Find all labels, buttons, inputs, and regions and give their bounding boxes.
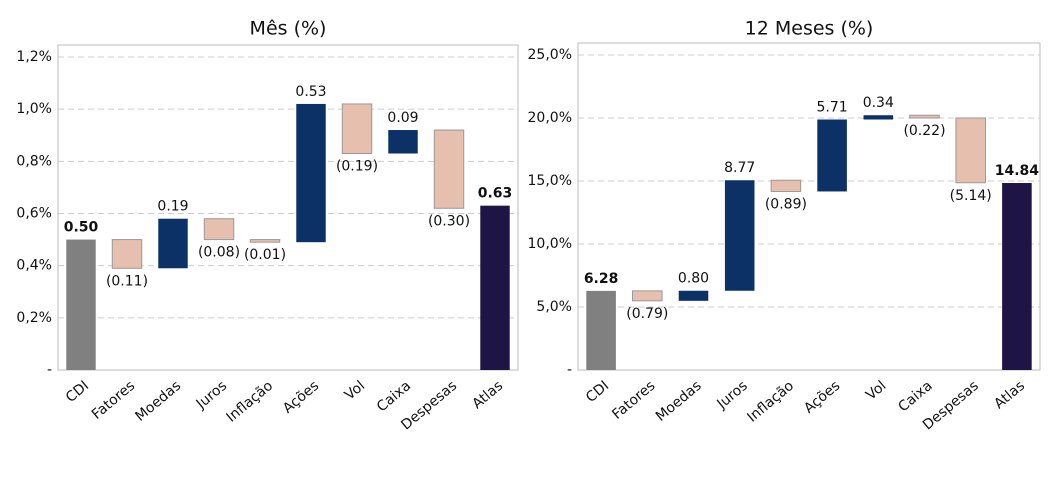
- x-tick-label: Inflação: [744, 378, 797, 426]
- data-label: 6.28: [584, 271, 619, 287]
- y-tick-label: 5,0%: [536, 299, 572, 315]
- x-tick-label: Atlas: [991, 378, 1028, 412]
- data-label: 0.63: [478, 186, 513, 202]
- bar: [586, 290, 616, 370]
- data-label: 0.19: [157, 199, 188, 215]
- bar: [724, 180, 755, 291]
- data-label: 0.34: [863, 95, 894, 111]
- data-label: 0.80: [678, 271, 709, 287]
- x-tick-label: Ações: [280, 378, 322, 417]
- bar: [111, 239, 143, 269]
- bar: [1002, 183, 1032, 370]
- bar: [296, 103, 326, 243]
- y-tick-label: 0,8%: [16, 153, 52, 169]
- y-tick-label: 20,0%: [528, 110, 572, 126]
- bar: [388, 130, 418, 154]
- plot-frame: [577, 42, 1041, 371]
- x-tick-label: CDI: [583, 378, 612, 406]
- data-label: (0.19): [336, 159, 378, 175]
- bar: [249, 239, 281, 243]
- data-label: 8.77: [724, 160, 755, 176]
- y-tick-label: 1,0%: [16, 101, 52, 117]
- bar: [817, 119, 847, 192]
- x-tick-label: Atlas: [469, 378, 506, 412]
- x-tick-label: Moedas: [132, 378, 184, 425]
- data-label: (5.14): [950, 188, 992, 204]
- bar: [480, 205, 510, 370]
- data-label: (0.79): [626, 306, 668, 322]
- y-tick-label: 1,2%: [16, 49, 52, 65]
- x-tick-label: Caixa: [374, 378, 414, 415]
- x-tick-label: Ações: [801, 378, 843, 417]
- y-tick-label: 0,2%: [16, 310, 52, 326]
- bar: [433, 129, 465, 209]
- x-tick-label: Juros: [714, 378, 751, 413]
- data-label: 0.09: [387, 110, 418, 126]
- x-tick-label: Moedas: [653, 378, 705, 425]
- bar: [909, 114, 940, 119]
- x-tick-label: Vol: [863, 378, 889, 404]
- x-tick-label: Fatores: [89, 378, 138, 423]
- x-tick-label: Vol: [342, 378, 368, 404]
- y-tick-label: 25,0%: [528, 47, 572, 63]
- y-tick-label: -: [567, 362, 572, 378]
- data-label: 14.84: [995, 163, 1040, 179]
- chart-title: 12 Meses (%): [745, 18, 874, 40]
- bar: [863, 115, 894, 120]
- x-tick-label: Juros: [193, 378, 230, 413]
- data-label: (0.22): [903, 123, 945, 139]
- x-tick-label: Caixa: [895, 378, 935, 415]
- data-label: (0.89): [765, 196, 807, 212]
- data-label: (0.01): [244, 247, 286, 263]
- plot-frame: [57, 44, 519, 371]
- bar: [203, 218, 235, 241]
- bar: [632, 290, 663, 302]
- x-tick-label: Fatores: [609, 378, 658, 423]
- bar: [341, 103, 373, 155]
- bar: [770, 179, 802, 192]
- data-label: 0.53: [295, 84, 326, 100]
- y-tick-label: -: [47, 362, 52, 378]
- y-tick-label: 0,6%: [16, 206, 52, 222]
- data-label: (0.11): [106, 273, 148, 289]
- y-tick-label: 15,0%: [528, 173, 572, 189]
- bar: [955, 117, 986, 184]
- bar: [158, 218, 188, 269]
- data-label: 5.71: [817, 100, 848, 116]
- y-tick-label: 0,4%: [16, 258, 52, 274]
- bar: [66, 239, 96, 370]
- x-tick-label: Inflação: [224, 378, 277, 426]
- x-tick-label: CDI: [63, 378, 92, 406]
- bar: [678, 290, 709, 301]
- data-label: (0.08): [198, 245, 240, 261]
- chart-title: Mês (%): [250, 18, 327, 40]
- data-label: (0.30): [428, 213, 470, 229]
- data-label: 0.50: [64, 220, 99, 236]
- y-tick-label: 10,0%: [528, 236, 572, 252]
